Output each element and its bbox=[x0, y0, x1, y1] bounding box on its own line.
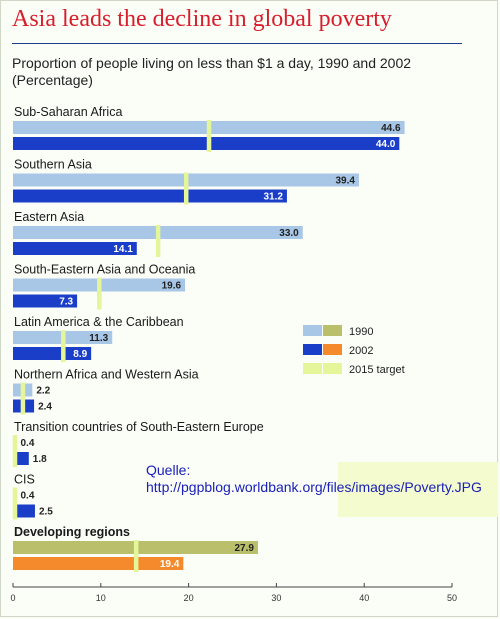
legend-swatch-developing bbox=[323, 363, 342, 374]
category-label: Latin America & the Caribbean bbox=[14, 315, 184, 329]
x-tick-label: 0 bbox=[10, 593, 15, 603]
value-label-1990: 27.9 bbox=[234, 543, 254, 554]
value-label-2002: 31.2 bbox=[263, 192, 283, 203]
target-marker bbox=[133, 540, 139, 572]
value-label-2002: 2.5 bbox=[39, 507, 53, 518]
bar-2002 bbox=[13, 189, 287, 203]
x-tick-label: 20 bbox=[184, 593, 194, 603]
category-label: Transition countries of South-Eastern Eu… bbox=[14, 420, 264, 434]
category-label: CIS bbox=[14, 473, 35, 487]
source-label: Quelle: bbox=[146, 462, 191, 478]
value-label-2002: 44.0 bbox=[376, 139, 396, 150]
bar-2002 bbox=[13, 347, 92, 360]
x-tick-label: 40 bbox=[359, 593, 369, 603]
bar-2002 bbox=[13, 504, 35, 518]
value-label-2002: 1.8 bbox=[33, 454, 47, 465]
legend-label: 2015 target bbox=[349, 364, 405, 376]
target-marker bbox=[97, 277, 102, 310]
x-tick-label: 30 bbox=[271, 593, 281, 603]
category-label: Northern Africa and Western Asia bbox=[14, 368, 199, 382]
source-note: Quelle: http://pgpblog.worldbank.org/fil… bbox=[146, 462, 482, 496]
value-label-1990: 39.4 bbox=[335, 176, 355, 187]
value-label-1990: 33.0 bbox=[279, 228, 299, 239]
category-label: Southern Asia bbox=[14, 158, 92, 172]
chart-unit-note: (Percentage) bbox=[12, 72, 93, 88]
bar-2002 bbox=[13, 137, 400, 150]
value-label-1990: 0.4 bbox=[21, 491, 35, 502]
value-label-2002: 14.1 bbox=[113, 244, 133, 255]
legend-swatch-regions bbox=[303, 363, 322, 374]
category-label: South-Eastern Asia and Oceania bbox=[14, 263, 195, 277]
bar-2002 bbox=[13, 242, 137, 255]
legend-label: 1990 bbox=[349, 326, 373, 338]
x-tick-label: 10 bbox=[96, 593, 106, 603]
category-label: Sub-Saharan Africa bbox=[14, 105, 122, 119]
target-marker bbox=[12, 487, 18, 520]
value-label-1990: 11.3 bbox=[89, 333, 108, 344]
value-label-2002: 2.4 bbox=[38, 402, 52, 413]
source-highlight bbox=[338, 462, 498, 517]
category-label: Eastern Asia bbox=[14, 210, 84, 224]
legend-label: 2002 bbox=[349, 345, 373, 357]
value-label-2002: 19.4 bbox=[160, 559, 180, 570]
chart-title: Asia leads the decline in global poverty bbox=[12, 6, 392, 32]
legend-swatch-regions bbox=[303, 344, 322, 355]
bar-2002 bbox=[13, 294, 78, 308]
source-link[interactable]: http://pgpblog.worldbank.org/files/image… bbox=[146, 479, 482, 495]
target-marker bbox=[61, 330, 66, 362]
chart-subtitle: Proportion of people living on less than… bbox=[12, 55, 412, 71]
target-marker bbox=[12, 435, 18, 467]
value-label-2002: 7.3 bbox=[59, 297, 73, 308]
category-label: Developing regions bbox=[14, 525, 130, 539]
value-label-2002: 8.9 bbox=[73, 349, 87, 360]
title-rule bbox=[12, 43, 462, 44]
target-marker bbox=[155, 225, 161, 257]
value-label-1990: 44.6 bbox=[381, 123, 401, 134]
x-tick-label: 50 bbox=[447, 593, 457, 603]
value-label-1990: 0.4 bbox=[21, 438, 35, 449]
target-marker bbox=[20, 382, 26, 415]
legend-swatch-regions bbox=[303, 325, 322, 336]
target-marker bbox=[183, 172, 189, 205]
legend-swatch-developing bbox=[323, 325, 342, 336]
bar-2002 bbox=[13, 557, 184, 570]
value-label-1990: 19.6 bbox=[162, 281, 182, 292]
target-marker bbox=[206, 120, 212, 152]
value-label-1990: 2.2 bbox=[36, 386, 50, 397]
legend-swatch-developing bbox=[323, 344, 342, 355]
